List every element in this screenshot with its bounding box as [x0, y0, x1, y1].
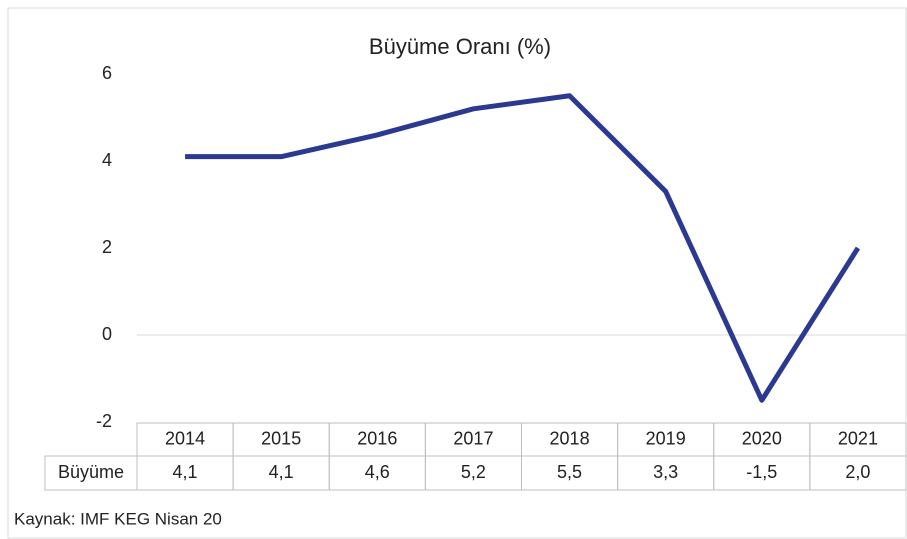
x-tick-label: 2016 [357, 428, 397, 448]
data-label: 2,0 [845, 462, 870, 482]
data-label: 5,5 [557, 462, 582, 482]
y-tick-label: 0 [102, 324, 112, 344]
x-tick-label: 2014 [165, 428, 205, 448]
data-label: 4,6 [365, 462, 390, 482]
chart-title: Büyüme Oranı (%) [369, 34, 551, 59]
data-label: 4,1 [173, 462, 198, 482]
source-note: Kaynak: IMF KEG Nisan 20 [14, 509, 222, 528]
line-series [185, 93, 861, 403]
x-tick-label: 2018 [550, 428, 590, 448]
table-cell [809, 455, 907, 491]
chart-frame [7, 7, 907, 539]
y-tick-label: 4 [102, 150, 112, 170]
data-label: 5,2 [461, 462, 486, 482]
y-tick-label: 6 [102, 63, 112, 83]
x-tick-label: 2015 [261, 428, 301, 448]
x-tick-label: 2021 [838, 428, 878, 448]
data-label: -1,5 [746, 462, 777, 482]
y-tick-label: 2 [102, 237, 112, 257]
x-tick-label: 2019 [646, 428, 686, 448]
legend-label: Büyüme [58, 462, 124, 482]
x-tick-label: 2017 [453, 428, 493, 448]
x-tick-label: 2020 [742, 428, 782, 448]
y-tick-label: -2 [96, 411, 112, 431]
data-label: 4,1 [269, 462, 294, 482]
data-label: 3,3 [653, 462, 678, 482]
